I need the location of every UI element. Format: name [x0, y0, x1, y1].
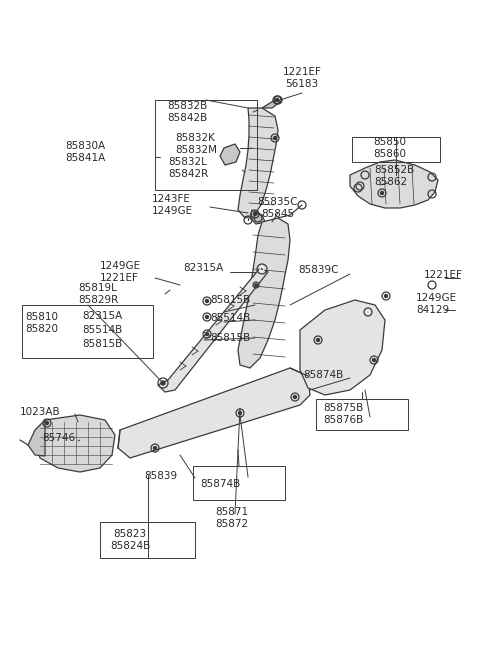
Text: 85874B: 85874B — [200, 479, 240, 489]
Text: 85875B
85876B: 85875B 85876B — [323, 403, 363, 425]
Text: 85746: 85746 — [42, 433, 75, 443]
Text: 85815B: 85815B — [210, 333, 250, 343]
Text: 85810
85820: 85810 85820 — [25, 312, 58, 334]
Polygon shape — [158, 268, 268, 392]
Text: 85815B: 85815B — [210, 295, 250, 305]
Text: 85815B: 85815B — [82, 339, 122, 349]
Circle shape — [205, 299, 208, 303]
Circle shape — [384, 295, 387, 297]
Text: 85839C: 85839C — [298, 265, 338, 275]
Polygon shape — [300, 300, 385, 395]
Text: 85832B
85842B: 85832B 85842B — [167, 101, 207, 123]
Circle shape — [154, 447, 156, 449]
Polygon shape — [350, 160, 438, 208]
Circle shape — [255, 284, 257, 286]
Text: 85832K
85832M: 85832K 85832M — [175, 133, 217, 155]
Text: 1243FE
1249GE: 1243FE 1249GE — [152, 194, 193, 216]
Polygon shape — [118, 368, 310, 458]
Text: 82315A: 82315A — [82, 311, 122, 321]
Bar — [22, 305, 153, 358]
Bar — [193, 466, 285, 500]
Text: 85514B: 85514B — [210, 313, 250, 323]
Text: 85852B
85862: 85852B 85862 — [374, 165, 414, 187]
Text: 85823
85824B: 85823 85824B — [110, 529, 150, 552]
Text: 85830A
85841A: 85830A 85841A — [65, 141, 105, 163]
Text: 85832L
85842R: 85832L 85842R — [168, 157, 208, 179]
Text: 1249GE
1221EF: 1249GE 1221EF — [100, 261, 141, 283]
Circle shape — [274, 136, 276, 140]
Circle shape — [316, 339, 320, 341]
Text: 85871
85872: 85871 85872 — [216, 507, 249, 529]
Text: 1221EF: 1221EF — [424, 270, 463, 280]
Circle shape — [239, 411, 241, 415]
Bar — [100, 522, 195, 558]
Text: 85839: 85839 — [144, 471, 177, 481]
Circle shape — [372, 358, 375, 362]
Text: 1023AB: 1023AB — [20, 407, 60, 417]
Bar — [352, 137, 440, 162]
Bar — [316, 399, 408, 430]
Polygon shape — [35, 415, 115, 472]
Text: 85819L
85829R: 85819L 85829R — [78, 283, 118, 305]
Text: 1221EF
56183: 1221EF 56183 — [283, 67, 322, 89]
Polygon shape — [220, 144, 240, 165]
Polygon shape — [238, 108, 278, 218]
Circle shape — [161, 381, 165, 385]
Text: 85850
85860: 85850 85860 — [373, 137, 407, 159]
Circle shape — [276, 98, 278, 102]
Text: 85514B: 85514B — [82, 325, 122, 335]
Circle shape — [293, 396, 297, 398]
Circle shape — [205, 316, 208, 318]
Text: 85835C
85845: 85835C 85845 — [258, 196, 298, 219]
Text: 82315A: 82315A — [183, 263, 223, 273]
Bar — [155, 100, 257, 190]
Circle shape — [253, 212, 256, 215]
Polygon shape — [238, 218, 290, 368]
Polygon shape — [28, 420, 45, 456]
Polygon shape — [250, 210, 265, 224]
Text: 1249GE
84129: 1249GE 84129 — [416, 293, 457, 315]
Circle shape — [205, 333, 208, 335]
Polygon shape — [262, 98, 280, 108]
Text: 85874B: 85874B — [303, 370, 343, 380]
Circle shape — [46, 422, 48, 424]
Circle shape — [381, 191, 384, 195]
